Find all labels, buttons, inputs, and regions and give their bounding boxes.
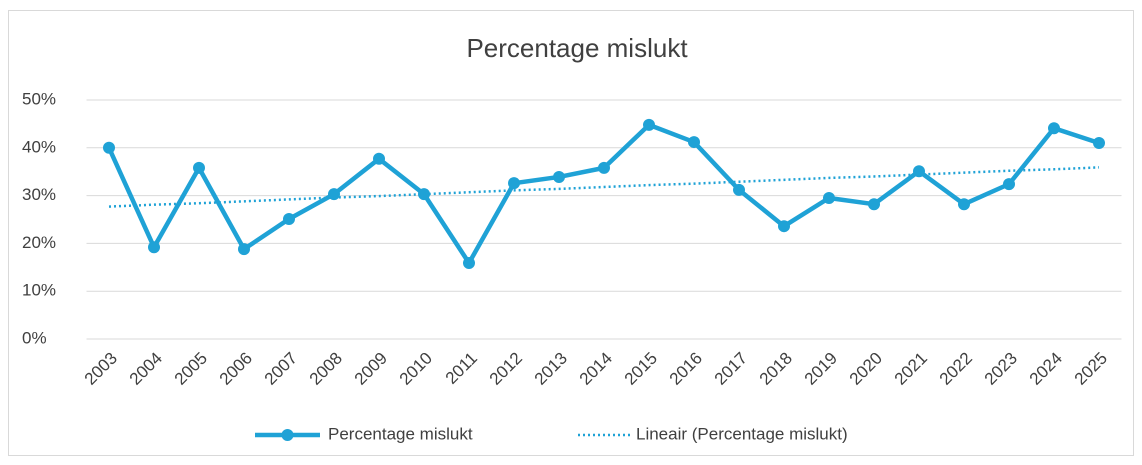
data-point	[1048, 122, 1060, 135]
data-point	[103, 141, 115, 154]
data-point	[373, 152, 385, 165]
legend-marker	[281, 429, 294, 441]
data-point	[193, 161, 205, 174]
data-point	[283, 213, 295, 226]
data-point	[913, 165, 925, 178]
data-point	[823, 191, 835, 204]
data-point	[463, 256, 475, 269]
data-point	[1093, 137, 1105, 150]
y-tick-label: 20%	[22, 233, 56, 252]
y-tick-label: 40%	[22, 137, 56, 156]
trend-line	[108, 166, 1100, 208]
data-point	[1003, 178, 1015, 191]
chart-title: Percentage mislukt	[466, 33, 688, 63]
y-tick-label: 30%	[22, 185, 56, 204]
data-point	[553, 170, 565, 183]
data-point	[868, 198, 880, 211]
data-point	[148, 241, 160, 254]
legend-label: Lineair (Percentage mislukt)	[636, 424, 848, 443]
data-point	[958, 198, 970, 211]
data-point	[328, 188, 340, 201]
y-tick-label: 0%	[22, 328, 47, 347]
y-tick-label: 50%	[22, 89, 56, 108]
data-point	[688, 136, 700, 149]
data-point	[238, 243, 250, 256]
data-point	[643, 118, 655, 131]
data-point	[778, 220, 790, 233]
legend-label: Percentage mislukt	[328, 424, 473, 443]
data-point	[598, 161, 610, 174]
y-tick-label: 10%	[22, 281, 56, 300]
data-point	[508, 177, 520, 190]
chart-frame	[8, 10, 1134, 456]
data-point	[733, 183, 745, 196]
